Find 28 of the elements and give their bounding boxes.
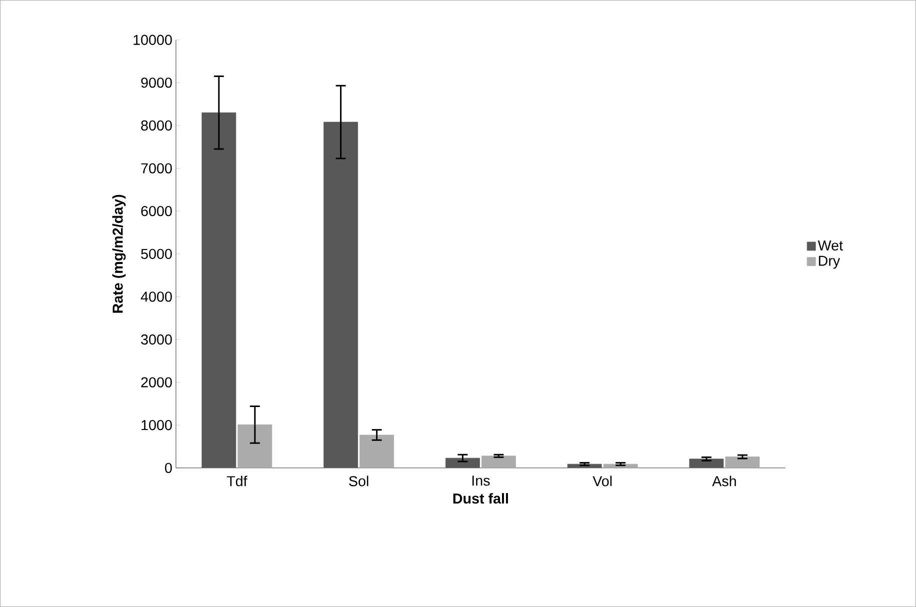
x-axis-title: Dust fall [453, 493, 508, 504]
bar [725, 456, 760, 468]
y-tick-label: 8000 [141, 120, 172, 131]
x-tick-label: Tdf [226, 476, 248, 486]
x-tick-label: Ins [472, 476, 490, 486]
legend-label: Dry [818, 256, 840, 269]
bar [202, 112, 236, 468]
x-tick-label: Sol [349, 476, 368, 486]
x-tick-label: Ash [712, 476, 736, 486]
x-tick-label: Vol [592, 476, 612, 486]
y-tick-label: 3000 [141, 334, 172, 345]
y-tick-label: 0 [165, 462, 172, 473]
y-tick-label: 2000 [141, 377, 172, 388]
legend-label: Wet [818, 240, 843, 251]
y-tick-label: 4000 [140, 292, 172, 302]
y-tick-label: 5000 [141, 248, 172, 259]
bar [360, 434, 394, 468]
y-axis-title: Rate (mg/m2/day) [112, 194, 126, 313]
bar [445, 458, 480, 468]
bar [238, 424, 272, 468]
bar [689, 458, 724, 468]
y-tick-label: 10000 [134, 34, 172, 45]
bar [324, 122, 358, 468]
y-tick-label: 7000 [141, 163, 172, 174]
y-tick-label: 6000 [141, 206, 172, 216]
bar [481, 456, 516, 468]
y-tick-label: 9000 [141, 78, 172, 88]
y-tick-label: 1000 [142, 420, 172, 430]
